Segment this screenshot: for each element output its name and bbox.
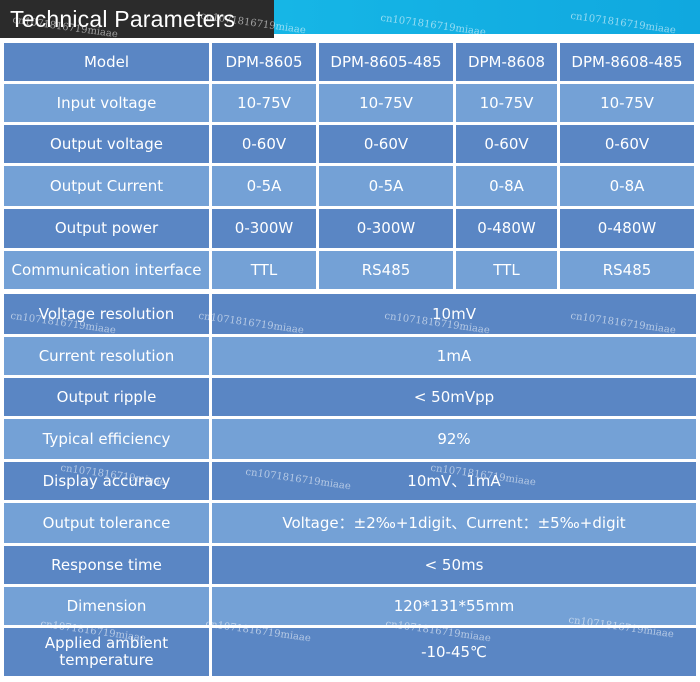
model-cell: DPM-8605-485	[319, 43, 453, 81]
table-cell: < 50ms	[212, 546, 696, 584]
table-cell: 0-60V	[560, 125, 694, 163]
table-cell: 10mV、1mA	[212, 462, 696, 500]
table-row: Typical efficiency 92%	[4, 419, 696, 459]
table-cell: 1mA	[212, 337, 696, 375]
model-cell: DPM-8608-485	[560, 43, 694, 81]
row-label: Dimension	[4, 587, 209, 625]
table-cell: 0-60V	[456, 125, 557, 163]
table-cell: 10-75V	[456, 84, 557, 122]
header-accent-block	[274, 0, 700, 34]
table-row: Output voltage 0-60V 0-60V 0-60V 0-60V	[4, 125, 696, 163]
table-cell: 0-5A	[319, 166, 453, 206]
table-row: Display accuracy 10mV、1mA	[4, 462, 696, 500]
header-bar: Technical Parameters	[0, 0, 700, 40]
table-cell: 0-480W	[456, 209, 557, 248]
table-cell: TTL	[456, 251, 557, 289]
table-row: Applied ambient temperature -10-45℃	[4, 628, 696, 676]
row-label: Output Current	[4, 166, 209, 206]
table-cell: 0-480W	[560, 209, 694, 248]
table-cell: 10mV	[212, 294, 696, 334]
table-cell: 0-60V	[319, 125, 453, 163]
table-row: Dimension 120*131*55mm	[4, 587, 696, 625]
row-label: Model	[4, 43, 209, 81]
page-title: Technical Parameters	[10, 6, 236, 32]
header-dark-block	[0, 0, 274, 38]
table-cell: 10-75V	[319, 84, 453, 122]
table-cell: RS485	[560, 251, 694, 289]
table-cell: 0-300W	[319, 209, 453, 248]
row-label: Typical efficiency	[4, 419, 209, 459]
row-label: Response time	[4, 546, 209, 584]
model-cell: DPM-8605	[212, 43, 316, 81]
row-label: Output power	[4, 209, 209, 248]
table-row-model: Model DPM-8605 DPM-8605-485 DPM-8608 DPM…	[4, 43, 696, 81]
table-row: Input voltage 10-75V 10-75V 10-75V 10-75…	[4, 84, 696, 122]
table-cell: RS485	[319, 251, 453, 289]
table-row: Response time < 50ms	[4, 546, 696, 584]
table-cell: 0-8A	[560, 166, 694, 206]
table-row: Communication interface TTL RS485 TTL RS…	[4, 251, 696, 289]
table-cell: 10-75V	[560, 84, 694, 122]
table-cell: 0-5A	[212, 166, 316, 206]
table-row: Output Current 0-5A 0-5A 0-8A 0-8A	[4, 166, 696, 206]
row-label: Display accuracy	[4, 462, 209, 500]
row-label: Output ripple	[4, 378, 209, 416]
table-cell: 92%	[212, 419, 696, 459]
row-label: Applied ambient temperature	[4, 628, 209, 676]
table-row: Output tolerance Voltage：±2‰+1digit、Curr…	[4, 503, 696, 543]
table-cell: Voltage：±2‰+1digit、Current：±5‰+digit	[212, 503, 696, 543]
table-cell: 10-75V	[212, 84, 316, 122]
model-cell: DPM-8608	[456, 43, 557, 81]
table-cell: 120*131*55mm	[212, 587, 696, 625]
table-cell: 0-60V	[212, 125, 316, 163]
table-cell: TTL	[212, 251, 316, 289]
row-label: Output tolerance	[4, 503, 209, 543]
table-cell: < 50mVpp	[212, 378, 696, 416]
row-label: Output voltage	[4, 125, 209, 163]
row-label: Voltage resolution	[4, 294, 209, 334]
table-cell: 0-8A	[456, 166, 557, 206]
table-cell: -10-45℃	[212, 628, 696, 676]
table-row: Output power 0-300W 0-300W 0-480W 0-480W	[4, 209, 696, 248]
table-row: Output ripple < 50mVpp	[4, 378, 696, 416]
row-label: Input voltage	[4, 84, 209, 122]
row-label: Communication interface	[4, 251, 209, 289]
table-row: Voltage resolution 10mV	[4, 294, 696, 334]
table-cell: 0-300W	[212, 209, 316, 248]
row-label: Current resolution	[4, 337, 209, 375]
parameters-table: Model DPM-8605 DPM-8605-485 DPM-8608 DPM…	[4, 40, 696, 680]
table-row: Current resolution 1mA	[4, 337, 696, 375]
